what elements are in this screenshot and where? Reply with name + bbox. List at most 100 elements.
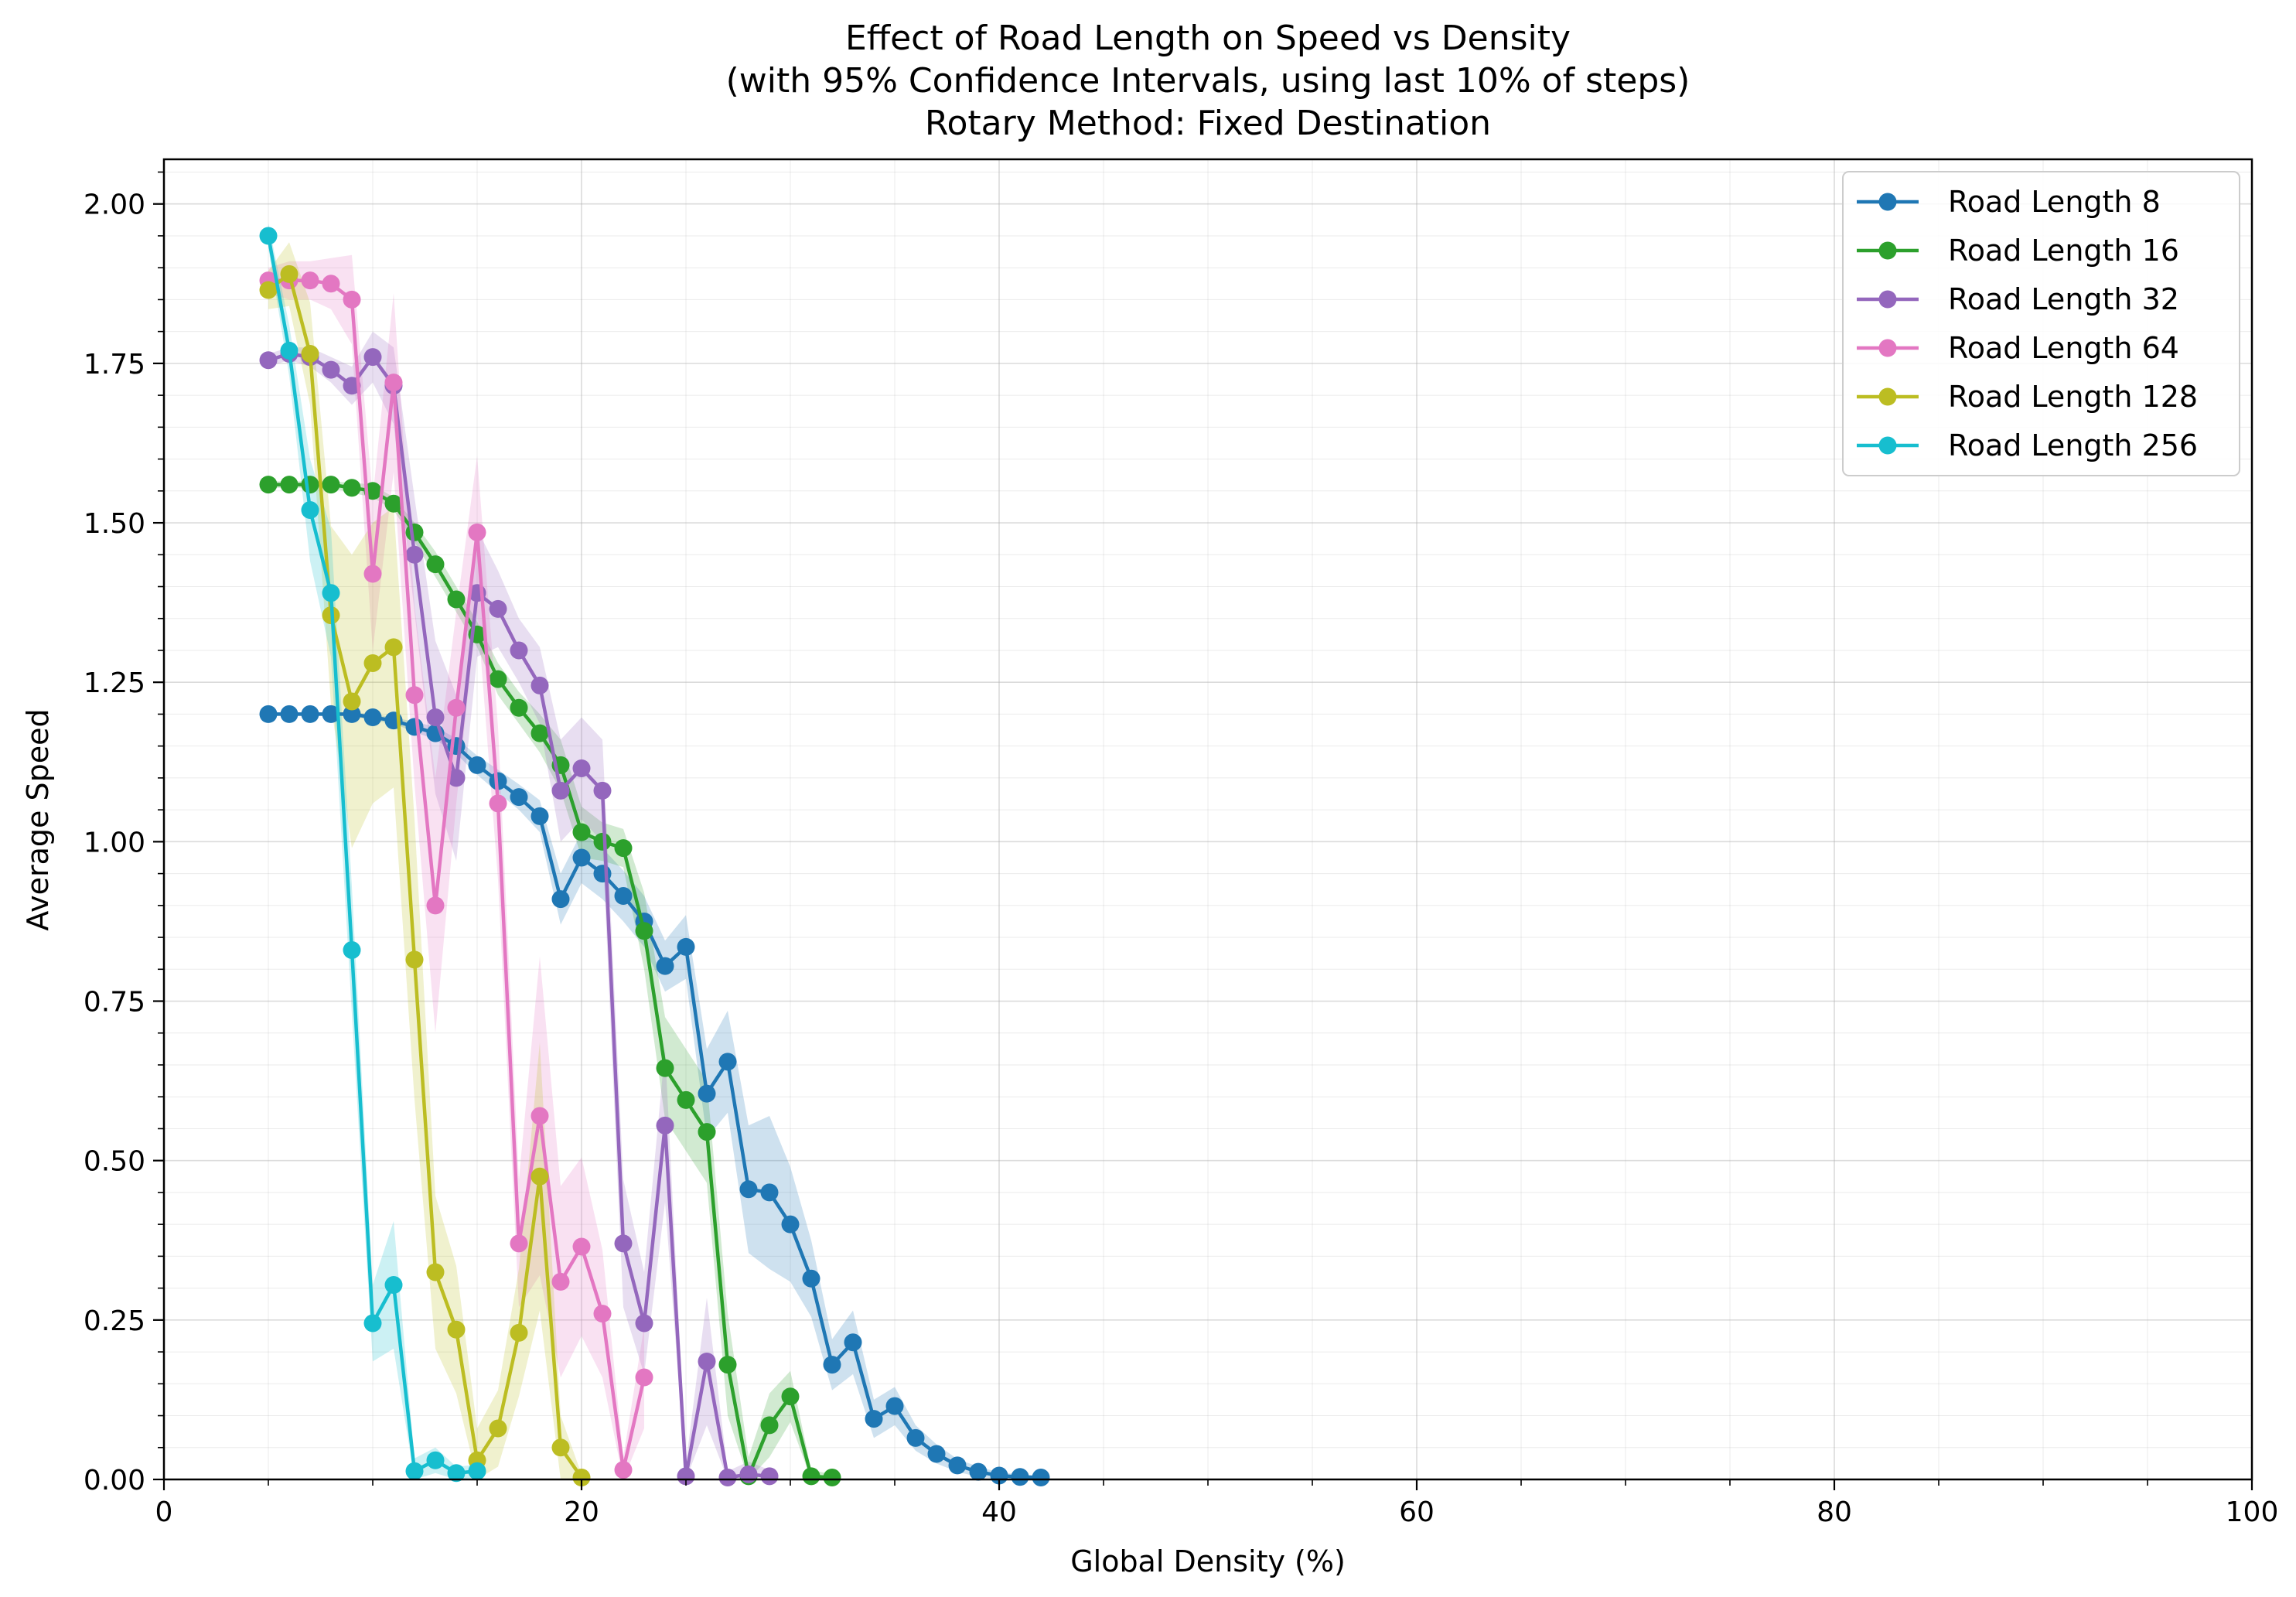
legend-entry: Road Length 8: [1857, 185, 2161, 219]
data-point: [384, 638, 403, 657]
x-tick-label: 0: [155, 1496, 173, 1528]
data-point: [280, 705, 299, 723]
data-point: [489, 670, 507, 688]
x-tick-label: 100: [2226, 1496, 2279, 1528]
data-point: [1011, 1468, 1029, 1486]
legend-entry: Road Length 64: [1857, 331, 2179, 365]
data-point: [426, 708, 445, 727]
chart-title: Effect of Road Length on Speed vs Densit…: [726, 19, 1690, 143]
data-point: [802, 1269, 820, 1288]
data-point: [551, 890, 570, 909]
data-point: [614, 839, 633, 858]
x-tick-label: 20: [564, 1496, 599, 1528]
data-point: [510, 698, 528, 717]
data-point: [259, 351, 278, 370]
data-point: [551, 1438, 570, 1457]
data-point: [426, 896, 445, 915]
data-point: [468, 523, 486, 541]
data-point: [760, 1467, 779, 1486]
series-1: [259, 705, 1050, 1487]
data-point: [531, 807, 549, 825]
data-point: [280, 476, 299, 494]
legend-marker: [1878, 387, 1897, 406]
data-point: [635, 1368, 653, 1387]
y-tick-label: 1.25: [84, 667, 145, 699]
legend-entry: Road Length 128: [1857, 380, 2198, 414]
x-axis-label: Global Density (%): [1070, 1544, 1346, 1578]
data-point: [698, 1084, 716, 1103]
y-tick-label: 0.00: [84, 1465, 145, 1496]
data-point: [572, 1469, 591, 1487]
y-axis-label: Average Speed: [21, 708, 55, 930]
y-tick-label: 1.00: [84, 827, 145, 858]
data-point: [447, 769, 466, 787]
legend-marker: [1878, 290, 1897, 309]
data-point: [301, 271, 319, 290]
data-point: [906, 1428, 925, 1447]
data-point: [468, 756, 486, 774]
series-line: [267, 272, 583, 1479]
data-point: [447, 590, 466, 609]
data-point: [718, 1356, 737, 1374]
data-point: [259, 476, 278, 494]
data-point: [572, 759, 591, 778]
x-tick-label: 60: [1399, 1496, 1435, 1528]
data-point: [363, 348, 382, 367]
legend-marker: [1878, 193, 1897, 211]
series-lines: [259, 227, 1050, 1487]
confidence-band-series-6: [268, 223, 477, 1479]
data-point: [510, 788, 528, 807]
data-point: [802, 1467, 820, 1486]
legend-entry: Road Length 32: [1857, 282, 2179, 316]
data-point: [698, 1123, 716, 1141]
data-point: [614, 1461, 633, 1479]
data-point: [531, 676, 549, 694]
data-point: [322, 360, 340, 379]
data-point: [259, 705, 278, 723]
data-point: [301, 476, 319, 494]
legend-entry: Road Length 16: [1857, 234, 2179, 268]
data-point: [322, 584, 340, 602]
data-point: [677, 1090, 695, 1109]
data-point: [405, 718, 424, 736]
data-point: [551, 781, 570, 800]
data-point: [593, 781, 612, 800]
data-point: [447, 1320, 466, 1339]
data-point: [280, 264, 299, 283]
x-tick-label: 80: [1817, 1496, 1852, 1528]
data-point: [718, 1053, 737, 1071]
data-point: [572, 1237, 591, 1256]
legend-marker: [1878, 436, 1897, 455]
data-point: [489, 1419, 507, 1438]
data-point: [593, 865, 612, 883]
chart-title-line-3: Rotary Method: Fixed Destination: [925, 104, 1491, 143]
data-point: [301, 345, 319, 363]
data-point: [447, 698, 466, 717]
data-point: [280, 341, 299, 360]
data-point: [510, 1234, 528, 1253]
series-6: [259, 227, 486, 1483]
data-point: [531, 1167, 549, 1186]
legend-label: Road Length 64: [1948, 331, 2179, 365]
legend-label: Road Length 32: [1948, 282, 2179, 316]
data-point: [677, 937, 695, 956]
legend-label: Road Length 128: [1948, 380, 2198, 414]
series-5: [259, 264, 591, 1487]
data-point: [614, 886, 633, 905]
data-point: [948, 1456, 967, 1475]
data-point: [781, 1387, 800, 1406]
y-tick-label: 0.75: [84, 987, 145, 1019]
data-point: [363, 1314, 382, 1333]
data-point: [823, 1356, 841, 1374]
y-tick-label: 1.75: [84, 349, 145, 380]
legend-marker: [1878, 241, 1897, 260]
confidence-bands: [268, 223, 1041, 1480]
data-point: [426, 555, 445, 574]
legend-label: Road Length 256: [1948, 428, 2198, 462]
data-point: [405, 1462, 424, 1480]
chart-title-line-1: Effect of Road Length on Speed vs Densit…: [845, 19, 1571, 58]
y-tick-label: 2.00: [84, 189, 145, 221]
data-point: [468, 1462, 486, 1480]
data-point: [677, 1467, 695, 1486]
